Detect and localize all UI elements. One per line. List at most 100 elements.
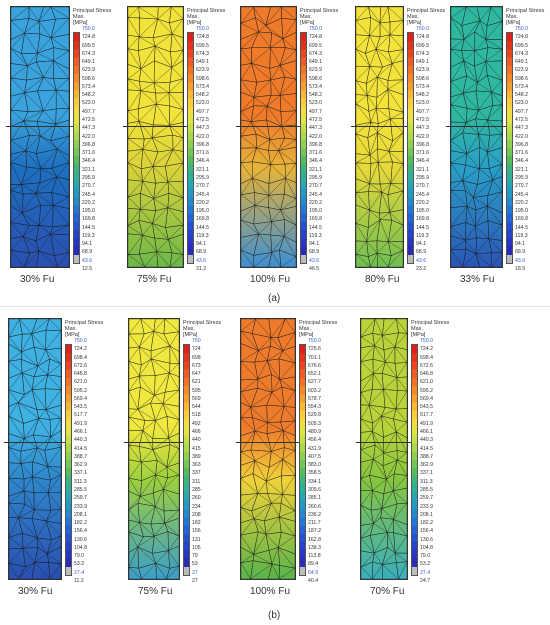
legend-value: 649.1 xyxy=(416,59,429,66)
legend-value: 309.6 xyxy=(308,486,321,493)
legend-value: 750.0 xyxy=(420,338,433,344)
legend-value: 674.3 xyxy=(416,50,429,57)
legend-value: 236.2 xyxy=(308,511,321,518)
legend-title: Principal Stress Max. [MPa] xyxy=(300,8,338,26)
legend-value: 119.3 xyxy=(309,232,322,239)
legend-value: 220.2 xyxy=(196,199,209,206)
legend-value: 595 xyxy=(192,387,201,394)
legend-value: 27.4 xyxy=(420,569,431,576)
legend-value: 169.8 xyxy=(196,216,209,223)
legend-title-line: Principal Stress xyxy=(407,8,446,14)
legend-value: 623.9 xyxy=(309,67,322,74)
legend-title-line: Max. xyxy=(187,14,199,20)
legend-value: 43.6 xyxy=(82,257,93,264)
legend-value: 396.8 xyxy=(82,141,95,148)
legend-value: 43.6 xyxy=(416,257,427,264)
legend-title: Principal Stress Max. [MPa] xyxy=(183,320,221,338)
legend-value: 699.5 xyxy=(309,42,322,49)
legend-value: 346.4 xyxy=(416,158,429,165)
legend-value: 621.0 xyxy=(74,379,87,386)
legend-value: 130.6 xyxy=(74,536,87,543)
legend-value: 518 xyxy=(192,412,201,419)
legend-value: 573.4 xyxy=(515,83,528,90)
load-case-label: 70% Fu xyxy=(370,586,405,597)
legend-title: Principal Stress Max. [MPa] xyxy=(411,320,449,338)
fe-mesh xyxy=(241,7,296,267)
legend-value: 311 xyxy=(192,478,201,485)
section-line xyxy=(4,442,70,443)
legend-value: 94.1 xyxy=(196,241,207,248)
legend-value: 68.9 xyxy=(196,249,207,256)
legend-value: 750.0 xyxy=(515,26,528,32)
legend-value: 182.2 xyxy=(420,520,433,527)
legend-title: Principal Stress Max. [MPa] xyxy=(187,8,225,26)
legend-title-line: [MPa] xyxy=(65,332,80,338)
legend-value: 649.1 xyxy=(309,59,322,66)
legend-value: 440 xyxy=(192,437,201,444)
legend-value: 456.4 xyxy=(308,437,321,444)
legend-value: 245.4 xyxy=(515,191,528,198)
legend-value: 295.9 xyxy=(196,174,209,181)
legend-value: 598.6 xyxy=(309,75,322,82)
legend-value: 79 xyxy=(192,553,198,560)
legend-color-bar xyxy=(65,344,72,576)
legend-value: 543.5 xyxy=(74,404,87,411)
legend-value: 523.0 xyxy=(515,100,528,107)
legend-title-line: Max. xyxy=(506,14,518,20)
legend-value: 603.2 xyxy=(308,387,321,394)
legend-value: 649.1 xyxy=(515,59,528,66)
legend-value: 505.3 xyxy=(308,420,321,427)
legend-value: 724.8 xyxy=(82,34,95,41)
legend-title-line: Principal Stress xyxy=(411,320,450,326)
legend-value: 53 xyxy=(192,561,198,568)
legend-value: 64.9 xyxy=(308,569,319,576)
legend-value: 447.3 xyxy=(309,125,322,132)
legend-value: 270.7 xyxy=(309,183,322,190)
legend-value: 497.7 xyxy=(309,108,322,115)
legend-value: 548.2 xyxy=(82,92,95,99)
legend-value: 388.7 xyxy=(420,453,433,460)
legend-value: 440.3 xyxy=(74,437,87,444)
legend-value: 346.4 xyxy=(196,158,209,165)
legend-title-line: Max. xyxy=(183,326,195,332)
legend-value: 548.2 xyxy=(416,92,429,99)
section-line xyxy=(124,442,188,443)
legend-value: 31.2 xyxy=(196,266,207,272)
legend-value: 699.5 xyxy=(82,42,95,49)
legend-value: 383.0 xyxy=(308,462,321,469)
legend-value: 337.1 xyxy=(420,470,433,477)
panel-b-label: (b) xyxy=(268,610,281,621)
legend-value: 24.7 xyxy=(420,578,431,584)
legend-value: 472.5 xyxy=(416,117,429,124)
legend-value: 523.0 xyxy=(416,100,429,107)
legend-value: 144.5 xyxy=(82,224,95,231)
legend-value: 480.9 xyxy=(308,429,321,436)
legend-title-line: Principal Stress xyxy=(300,8,339,14)
legend-title: Principal Stress Max. [MPa] xyxy=(73,8,111,26)
legend-value: 573.4 xyxy=(196,83,209,90)
legend-title-line: Principal Stress xyxy=(187,8,226,14)
legend-color-bar xyxy=(411,344,418,576)
legend-value: 233.9 xyxy=(420,503,433,510)
legend-value: 295.9 xyxy=(309,174,322,181)
legend-value: 701.1 xyxy=(308,354,321,361)
legend-value: 245.4 xyxy=(309,191,322,198)
stress-column xyxy=(127,6,184,268)
legend-title-line: Max. xyxy=(65,326,77,332)
load-case-label: 75% Fu xyxy=(137,274,172,285)
legend-value: 40.4 xyxy=(308,578,319,584)
legend-value: 346.4 xyxy=(309,158,322,165)
legend-title: Principal Stress Max. [MPa] xyxy=(506,8,544,26)
legend-value: 337.1 xyxy=(74,470,87,477)
stress-column xyxy=(360,318,408,580)
legend-value: 195.0 xyxy=(196,208,209,215)
legend-value: 621.0 xyxy=(420,379,433,386)
legend-value: 649.1 xyxy=(82,59,95,66)
fe-mesh xyxy=(129,319,179,579)
legend-value: 724.8 xyxy=(515,34,528,41)
legend-value: 440.3 xyxy=(420,437,433,444)
legend-title-line: Principal Stress xyxy=(73,8,112,14)
legend-value: 260.6 xyxy=(308,503,321,510)
stress-column xyxy=(10,6,70,268)
legend-value: 43.6 xyxy=(515,257,526,264)
